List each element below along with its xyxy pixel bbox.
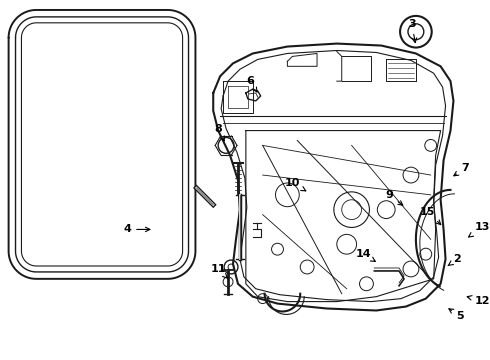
Text: 7: 7 xyxy=(454,163,469,176)
Text: 10: 10 xyxy=(285,178,306,191)
Text: 6: 6 xyxy=(246,76,257,92)
Text: 3: 3 xyxy=(408,19,416,42)
Text: 9: 9 xyxy=(385,190,403,205)
Text: 4: 4 xyxy=(123,224,150,234)
Text: 5: 5 xyxy=(449,309,464,321)
Text: 1: 1 xyxy=(0,359,1,360)
Text: 12: 12 xyxy=(467,296,490,306)
Text: 11: 11 xyxy=(210,264,228,279)
Text: 14: 14 xyxy=(356,249,375,261)
Text: 15: 15 xyxy=(420,207,441,225)
Text: 2: 2 xyxy=(448,254,461,265)
Text: 13: 13 xyxy=(468,222,490,237)
Text: 8: 8 xyxy=(214,123,224,141)
